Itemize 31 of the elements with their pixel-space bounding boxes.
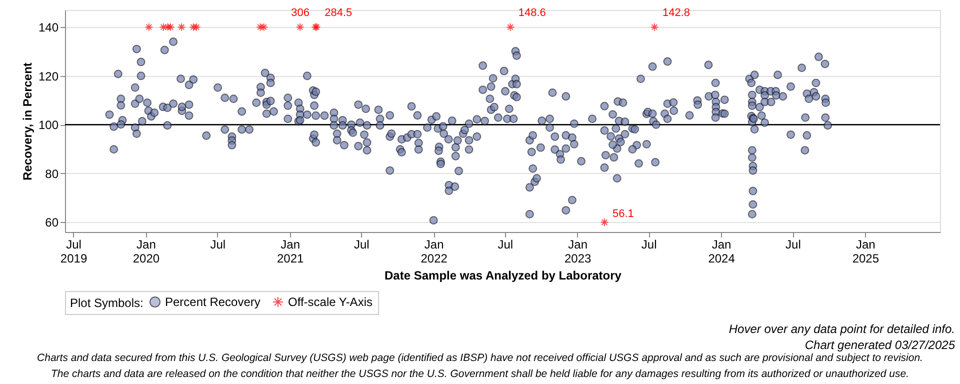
text: Chart generated 03/27/2025 — [804, 338, 956, 352]
y-tick-label: 60 — [45, 216, 59, 230]
x-tick-label: Jul — [210, 238, 226, 252]
y-tick-label: 100 — [38, 118, 59, 132]
y-tick-label: 80 — [45, 166, 59, 181]
text: The charts and data are released on the condition that neither the USGS nor the U.S. Government shall be held liable for any damages resulting from its authorized or unauthorized use. — [51, 368, 909, 380]
text: Hover over any data point for detailed info. — [728, 322, 955, 336]
x-tick-label: Jan 2023 — [564, 238, 592, 266]
x-axis-title: Date Sample was Analyzed by Laboratory — [384, 268, 622, 282]
x-tick-label: Jul — [786, 238, 801, 252]
legend-label: Percent Recovery — [165, 295, 260, 309]
y-axis-title: Recovery, in Percent — [20, 62, 34, 180]
y-tick-label: 120 — [38, 69, 59, 84]
x-tick-label: Jan 2025 — [852, 238, 880, 266]
x-tick-label: Jul 2019 — [60, 238, 88, 266]
x-tick-label: Jan 2022 — [420, 238, 448, 266]
x-tick-label: Jan 2020 — [132, 238, 160, 266]
legend-title: Plot Symbols: — [70, 296, 144, 310]
y-tick-label: 140 — [38, 20, 59, 35]
x-tick-label: Jul — [498, 238, 514, 252]
x-tick-label: Jul — [641, 238, 657, 252]
annotation: 148.6 — [518, 7, 546, 20]
annotation: 142.8 — [662, 7, 690, 20]
x-tick-label: Jul — [354, 238, 370, 252]
annotation: 284.5 — [324, 7, 352, 20]
x-tick-label: Jan 2021 — [277, 238, 304, 266]
x-tick-label: Jan 2024 — [708, 238, 736, 266]
text: Charts and data secured from this U.S. Geological Survey (USGS) web page (identified as IBSP) have not received official USGS approval and as such are provisional and subject to revision. — [37, 352, 923, 364]
annotation: 56.1 — [612, 208, 634, 220]
annotation: 306 — [291, 7, 310, 20]
legend-label: Off-scale Y-Axis — [288, 295, 372, 309]
